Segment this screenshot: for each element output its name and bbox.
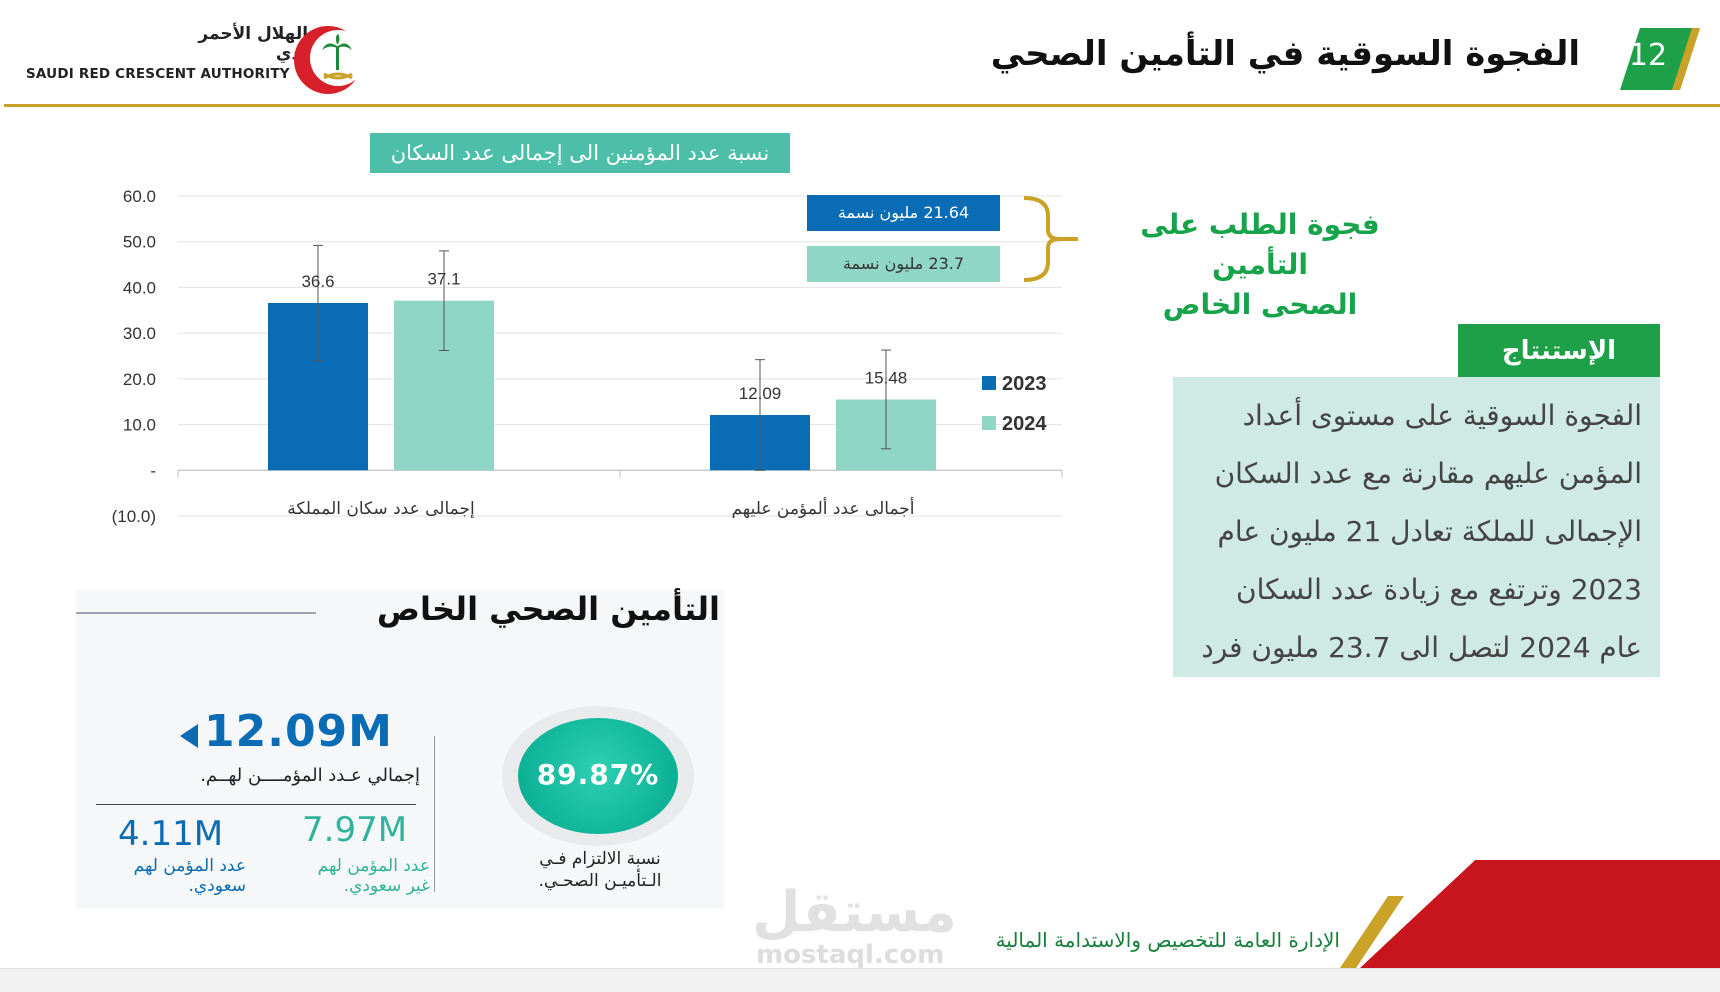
page-title: الفجوة السوقية في التأمين الصحي [990,34,1580,74]
legend-swatch-2024 [982,416,996,430]
compliance-value: 89.87% [536,758,660,791]
conclusion-heading: الإستنتاج [1458,324,1660,378]
gap-box-2023: 21.64 مليون نسمة [807,195,1000,231]
gap-label-line2: الصحى الخاص [1162,288,1358,321]
compliance-label-line1: نسبة الالتزام فـي [539,849,661,869]
non-saudi-value: 7.97M [302,810,408,850]
header: 12 الفجوة السوقية في التأمين الصحي هيئة … [0,0,1720,108]
compliance-label: نسبة الالتزام فـي الـتأميـن الصحـي. [500,848,700,892]
watermark: مستقل [752,880,957,945]
legend-label-2023: 2023 [1002,373,1047,395]
gap-label: فجوة الطلب على التأمين الصحى الخاص [1090,205,1430,325]
title-rule [76,612,316,614]
y-tick-label: 60.0 [123,187,156,206]
logo: هيئة الهلال الأحمر السعودي SAUDI RED CRE… [20,18,360,102]
total-insured-label: إجمالي عـدد المؤمــــن لهــم. [200,765,420,786]
conclusion-line: عام 2024 لتصل الى 23.7 مليون فرد [1201,631,1642,664]
footer-bar [0,968,1720,992]
category-label: أجمالى عدد ألمؤمن عليهم [731,497,914,519]
legend-swatch-2023 [982,376,996,390]
data-label: 12.09 [739,384,782,403]
logo-english-text: SAUDI RED CRESCENT AUTHORITY [26,66,290,82]
legend-label-2024: 2024 [1002,413,1047,435]
y-tick-label: 50.0 [123,233,156,252]
non-saudi-label-line1: عدد المؤمن لهم [317,856,430,876]
data-label: 36.6 [301,272,334,291]
compliance-circle [518,718,678,834]
footer-red-shape [1360,860,1720,968]
red-crescent-icon [294,26,360,94]
y-tick-label: 30.0 [123,324,156,343]
footer-department: الإدارة العامة للتخصيص والاستدامة المالي… [995,928,1340,952]
y-tick-label: 20.0 [123,370,156,389]
conclusion-line: 2023 وترتفع مع زيادة عدد السكان [1236,573,1642,606]
footer-gold-stripe [1340,896,1404,968]
saudi-label-line1: عدد المؤمن لهم [133,856,246,876]
divider [96,804,416,805]
palm-swords-icon [322,34,352,70]
conclusion-body: الفجوة السوقية على مستوى أعداد المؤمن عل… [1173,377,1660,677]
y-tick-label: (10.0) [112,507,156,526]
header-divider [4,104,1720,107]
brace-icon [1023,196,1078,282]
gap-label-line1: فجوة الطلب على التأمين [1140,208,1380,281]
y-tick-label: - [150,461,156,480]
slide-number-badge [1620,28,1700,90]
saudi-label-line2: سعودي. [188,876,246,896]
gap-box-2024: 23.7 مليون نسمة [807,246,1000,282]
chart-title: نسبة عدد المؤمنين الى إجمالى عدد السكان [370,133,790,173]
triangle-left-icon [180,724,198,748]
compliance-label-line2: الـتأميـن الصحـي. [538,871,662,891]
saudi-value: 4.11M [118,814,224,854]
conclusion-line: المؤمن عليهم مقارنة مع عدد السكان [1214,457,1642,490]
slide-number: 12 [1628,38,1668,73]
watermark-url: mostaql.com [756,940,945,970]
non-saudi-label-line2: غير سعودي. [343,876,430,896]
total-insured-value: 12.09M [204,706,393,757]
non-saudi-label: عدد المؤمن لهم غير سعودي. [270,856,430,896]
category-label: إجمالى عدد سكان المملكة [287,499,474,519]
conclusion-line: الفجوة السوقية على مستوى أعداد [1242,399,1642,432]
private-insurance-title: التأمين الصحي الخاص [376,590,720,628]
bar-chart: 60.0 50.0 40.0 30.0 20.0 10.0 - (10.0) 36.6 37.1 إ… [112,187,1063,526]
data-label: 37.1 [427,270,460,289]
vertical-divider [434,736,435,892]
data-label: 15.48 [865,369,908,388]
saudi-label: عدد المؤمن لهم سعودي. [86,856,246,896]
conclusion-line: الإجمالى للملكة تعادل 21 مليون عام [1217,515,1643,548]
y-tick-label: 10.0 [123,416,156,435]
y-tick-label: 40.0 [123,278,156,297]
